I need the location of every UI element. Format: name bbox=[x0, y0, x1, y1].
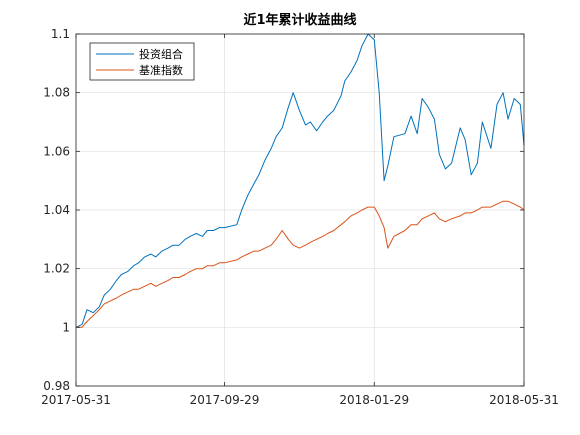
x-tick-labels: 2017-05-31 2017-09-29 2018-01-29 2018-05-31 bbox=[41, 393, 559, 407]
legend-label-benchmark: 基准指数 bbox=[139, 63, 183, 77]
legend-label-portfolio: 投资组合 bbox=[139, 47, 183, 61]
y-tick-labels: 0.98 1 1.02 1.04 1.06 1.08 1.1 bbox=[43, 27, 70, 393]
x-tick-label: 2017-09-29 bbox=[190, 393, 260, 407]
legend-box bbox=[89, 42, 195, 81]
tick-marks bbox=[75, 33, 525, 387]
y-tick-label: 1.1 bbox=[51, 27, 70, 41]
y-tick-label: 1.02 bbox=[43, 262, 70, 276]
y-tick-label: 1.06 bbox=[43, 144, 70, 158]
chart-title: 近1年累计收益曲线 bbox=[243, 12, 356, 28]
y-tick-label: 1.04 bbox=[43, 203, 70, 217]
series-layer bbox=[75, 33, 525, 328]
x-tick-label: 2018-05-31 bbox=[489, 393, 559, 407]
series-line-portfolio bbox=[75, 33, 525, 328]
x-tick-label: 2017-05-31 bbox=[41, 393, 111, 407]
y-tick-label: 1 bbox=[62, 320, 70, 334]
y-tick-label: 0.98 bbox=[43, 379, 70, 393]
series-line-benchmark bbox=[76, 200, 525, 328]
x-tick-label: 2018-01-29 bbox=[339, 393, 409, 407]
legend: 投资组合 基准指数 bbox=[89, 42, 195, 81]
y-tick-label: 1.08 bbox=[43, 86, 70, 100]
